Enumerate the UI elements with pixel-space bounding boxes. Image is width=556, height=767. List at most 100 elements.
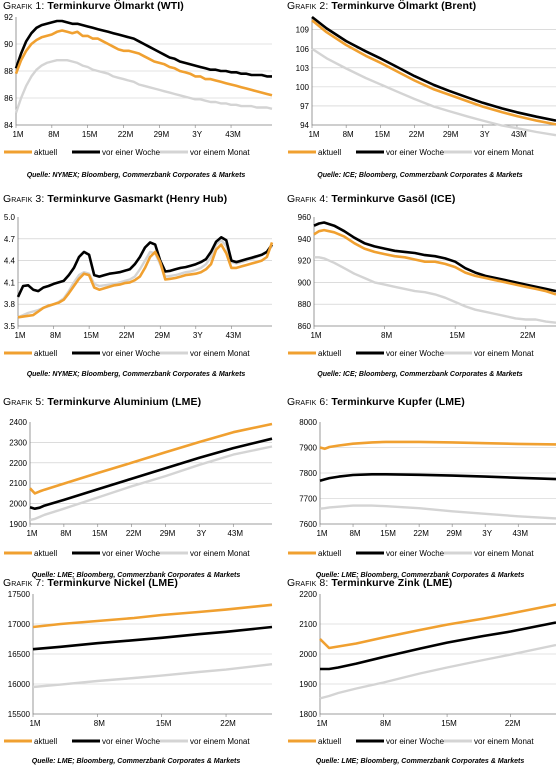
x-tick-label: 29M [154,130,170,139]
y-tick-label: 97 [300,102,309,111]
series-line-aktuell [311,19,556,126]
series-line-month [319,504,556,520]
series-line-week [14,19,272,78]
x-tick-label: 3Y [197,529,207,538]
line-chart: 1800 1900 2000 2100 2200 1M 8M 15M 22M aktuell vor… [288,590,556,746]
x-tick-label: 22M [220,719,236,728]
x-tick-label: 29M [446,529,462,538]
series-line-week [313,221,556,293]
series-line-month [314,256,556,324]
chart-title-text: Terminkurve Aluminium (LME) [44,396,202,408]
y-tick-label: 88 [4,67,13,76]
x-tick-label: 3Y [192,130,202,139]
series-line-aktuell [32,603,273,629]
legend-label-aktuell: aktuell [34,349,57,358]
x-tick-label: 15M [82,130,98,139]
x-tick-label: 1M [12,130,23,139]
x-tick-label: 43M [512,529,528,538]
line-chart: 860 880 900 920 940 960 1M 8M 15M 22M aktuell vor e… [288,213,556,358]
y-tick-label: 2300 [9,438,27,447]
legend-label-week: vor einer Woche [386,549,445,558]
x-tick-label: 29M [160,529,176,538]
chart-title-text: Terminkurve Gasmarkt (Henry Hub) [44,193,228,205]
y-tick-label: 17500 [8,590,31,599]
x-tick-label: 15M [441,719,457,728]
chart-source: Quelle: LME; Bloomberg, Commerzbank Corp… [315,572,525,579]
y-tick-label: 84 [4,121,13,130]
y-tick-label: 4.1 [4,278,16,287]
y-tick-label: 960 [298,213,312,222]
chart-panel-5: Grafik 5: Terminkurve Aluminium (LME) 190… [0,396,273,581]
x-tick-label: 3Y [482,529,492,538]
legend-label-month: vor einem Monat [190,349,250,358]
y-tick-label: 1800 [299,710,317,719]
y-tick-label: 2100 [299,620,317,629]
legend-label-week: vor einer Woche [102,737,161,746]
x-tick-label: 22M [119,331,135,340]
y-tick-label: 7700 [299,495,317,504]
x-tick-label: 43M [511,130,527,139]
y-tick-label: 94 [300,121,309,130]
legend-label-aktuell: aktuell [34,549,57,558]
legend-label-week: vor einer Woche [386,737,445,746]
x-tick-label: 15M [380,529,396,538]
x-tick-label: 1M [14,331,25,340]
chart-number: Grafik 8: [287,577,329,589]
y-tick-label: 880 [298,300,312,309]
legend-label-month: vor einem Monat [474,737,534,746]
series-line-week [29,437,273,510]
legend-label-aktuell: aktuell [34,737,57,746]
y-tick-label: 900 [298,278,312,287]
chart-panel-8: Grafik 8: Terminkurve Zink (LME) 1800 1900… [284,577,556,767]
y-tick-label: 15500 [8,710,31,719]
y-tick-label: 86 [4,94,13,103]
chart-source: Quelle: LME; Bloomberg, Commerzbank Corp… [315,758,525,765]
series-line-week [319,473,556,482]
chart-title: Grafik 6: Terminkurve Kupfer (LME) [287,396,465,408]
legend-label-month: vor einem Monat [474,549,534,558]
chart-title-text: Terminkurve Nickel (LME) [44,577,178,589]
chart-number: Grafik 7: [3,577,45,589]
series-line-week [32,625,273,651]
y-tick-label: 920 [298,257,312,266]
chart-title-text: Terminkurve Kupfer (LME) [328,396,465,408]
x-tick-label: 43M [226,331,242,340]
y-tick-label: 1900 [9,520,27,529]
chart-source: Quelle: NYMEX; Bloomberg, Commerzbank Co… [26,172,246,179]
x-tick-label: 1M [310,331,321,340]
y-tick-label: 103 [296,64,310,73]
y-tick-label: 1900 [299,680,317,689]
series-line-week [320,621,556,671]
x-tick-label: 43M [225,130,241,139]
legend-label-week: vor einer Woche [102,549,161,558]
chart-title: Grafik 5: Terminkurve Aluminium (LME) [3,396,201,408]
x-tick-label: 29M [443,130,459,139]
x-tick-label: 8M [48,130,59,139]
line-chart: 1900 2000 2100 2200 2300 2400 1M 8M 15M 22M 29M 3Y 4… [4,418,273,558]
x-tick-label: 1M [29,719,40,728]
series-line-week [16,235,274,298]
chart-source: Quelle: NYMEX; Bloomberg, Commerzbank Co… [26,371,246,378]
line-chart: 15500 16000 16500 17000 17500 1M 8M 15M 22M aktue… [4,590,273,746]
series-line-month [319,643,556,700]
series-line-aktuell [319,440,556,451]
x-tick-label: 1M [308,130,319,139]
y-tick-label: 92 [4,13,13,22]
series-line-aktuell [319,603,556,650]
chart-number: Grafik 1: [3,0,45,12]
x-tick-label: 8M [50,331,61,340]
chart-title-text: Terminkurve Ölmarkt (WTI) [44,0,184,12]
x-tick-label: 8M [349,529,360,538]
y-tick-label: 109 [296,26,310,35]
x-tick-label: 22M [118,130,134,139]
x-tick-label: 8M [381,331,392,340]
chart-number: Grafik 2: [287,0,329,12]
y-tick-label: 7900 [299,444,317,453]
y-tick-label: 940 [298,235,312,244]
legend-label-aktuell: aktuell [318,737,341,746]
chart-title: Grafik 2: Terminkurve Ölmarkt (Brent) [287,0,476,12]
chart-title: Grafik 8: Terminkurve Zink (LME) [287,577,452,589]
x-tick-label: 22M [126,529,142,538]
x-tick-label: 8M [380,719,391,728]
x-tick-label: 22M [413,529,429,538]
